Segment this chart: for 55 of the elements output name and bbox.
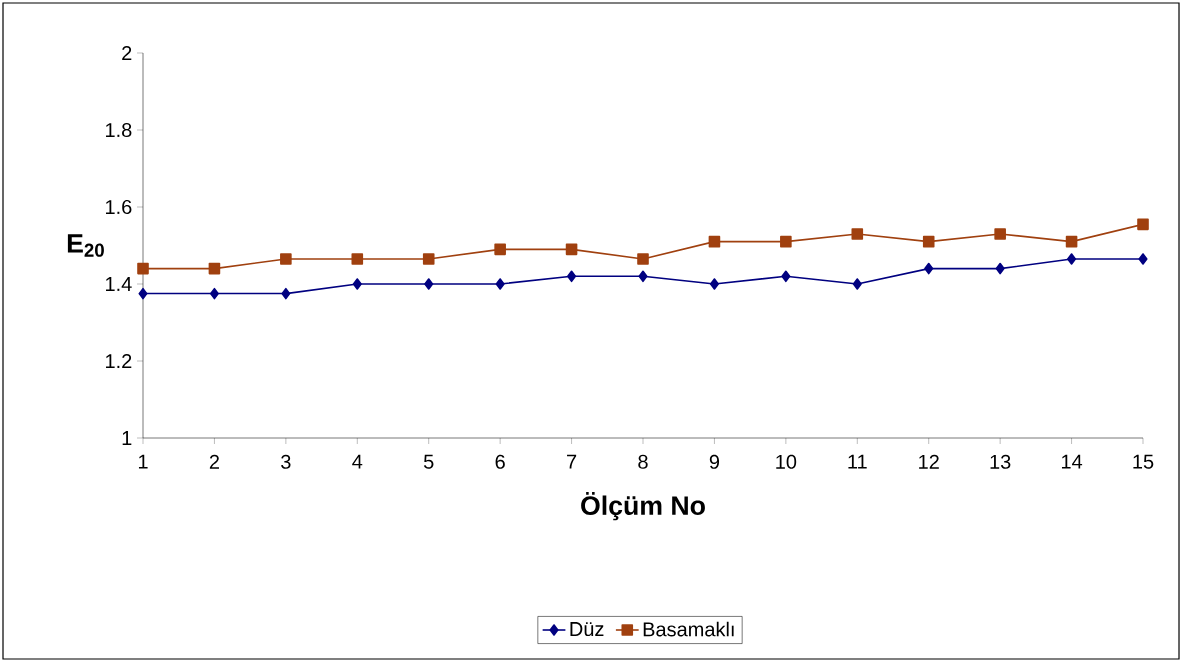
point (495, 278, 505, 290)
point (281, 287, 291, 300)
x-tick-label: 11 (848, 454, 867, 469)
x-tick-label: 10 (776, 454, 797, 469)
point (781, 270, 791, 283)
point (995, 262, 1005, 275)
point (280, 253, 292, 265)
point (567, 270, 577, 283)
point (494, 243, 506, 256)
point (780, 235, 792, 248)
point (1065, 235, 1078, 248)
x-tick-label: 14 (1061, 454, 1083, 469)
x-axis-title: Ölçüm No (581, 492, 705, 521)
point (1137, 218, 1149, 231)
point (924, 262, 934, 275)
point (638, 270, 648, 283)
point (922, 235, 935, 248)
point (1138, 253, 1148, 265)
point (138, 287, 148, 300)
point (424, 278, 434, 290)
x-tick-label: 2 (209, 454, 219, 469)
point (137, 262, 149, 275)
y-axis-title: E$_{20}$ (67, 234, 104, 257)
point (565, 243, 578, 256)
point (708, 235, 721, 248)
y-tick-label: 1.2 (106, 354, 132, 368)
y-tick-label: 1.8 (106, 122, 132, 138)
point (637, 253, 649, 265)
x-tick-label: 5 (423, 454, 434, 469)
point (422, 253, 435, 265)
x-tick-label: 7 (567, 454, 577, 469)
x-tick-label: 8 (638, 454, 648, 469)
x-tick-label: 4 (352, 454, 363, 469)
point (208, 262, 221, 275)
point (851, 228, 864, 240)
point (1067, 253, 1077, 265)
x-tick-label: 15 (1133, 454, 1154, 469)
point (994, 228, 1006, 240)
point (852, 278, 862, 290)
x-tick-label: 3 (281, 454, 291, 469)
x-tick-label: 1 (138, 454, 148, 469)
x-tick-label: 6 (495, 454, 505, 469)
legend-label: Düz (570, 622, 604, 637)
point (351, 253, 364, 265)
x-tick-label: 9 (709, 454, 720, 469)
point (209, 287, 219, 300)
y-tick-label: 2 (122, 46, 132, 60)
point (709, 278, 719, 290)
y-tick-label: 1.4 (106, 277, 132, 291)
x-tick-label: 13 (990, 454, 1011, 469)
y-tick-label: 1.6 (106, 199, 132, 215)
x-tick-label: 12 (919, 454, 939, 469)
y-tick-label: 1 (122, 431, 132, 445)
legend-label: Basamaklı (643, 621, 734, 637)
point (352, 278, 362, 290)
